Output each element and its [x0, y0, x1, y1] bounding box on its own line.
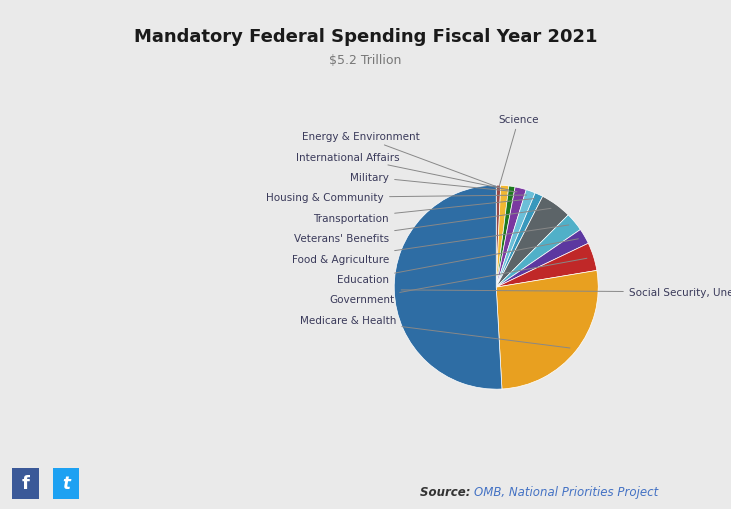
Text: Government: Government [329, 259, 587, 305]
Text: Transportation: Transportation [314, 199, 534, 223]
Text: f: f [22, 474, 29, 492]
Wedge shape [496, 187, 526, 288]
Wedge shape [496, 230, 588, 288]
Text: Veterans' Benefits: Veterans' Benefits [294, 209, 551, 244]
Text: Science: Science [499, 115, 539, 187]
Wedge shape [496, 186, 501, 288]
Text: Housing & Community: Housing & Community [266, 193, 526, 203]
Text: Education: Education [337, 239, 578, 285]
Wedge shape [496, 197, 568, 288]
Wedge shape [496, 193, 542, 288]
Wedge shape [496, 186, 509, 288]
Wedge shape [496, 190, 535, 288]
Text: Medicare & Health: Medicare & Health [300, 315, 570, 348]
Text: Food & Agriculture: Food & Agriculture [292, 225, 569, 264]
Text: International Affairs: International Affairs [296, 152, 509, 190]
Wedge shape [496, 215, 580, 288]
Text: Mandatory Federal Spending Fiscal Year 2021: Mandatory Federal Spending Fiscal Year 2… [134, 28, 597, 46]
Text: t: t [62, 474, 70, 492]
Text: Social Security, Unemployment & Labor: Social Security, Unemployment & Labor [401, 288, 731, 298]
FancyBboxPatch shape [12, 468, 39, 499]
FancyBboxPatch shape [53, 468, 79, 499]
Wedge shape [496, 244, 596, 288]
Text: Source:: Source: [420, 485, 475, 498]
Wedge shape [394, 186, 502, 389]
Wedge shape [496, 187, 515, 288]
Text: $5.2 Trillion: $5.2 Trillion [329, 53, 402, 66]
Text: Energy & Environment: Energy & Environment [302, 132, 502, 189]
Wedge shape [496, 271, 598, 389]
Text: OMB, National Priorities Project: OMB, National Priorities Project [474, 485, 658, 498]
Text: Military: Military [350, 173, 517, 192]
